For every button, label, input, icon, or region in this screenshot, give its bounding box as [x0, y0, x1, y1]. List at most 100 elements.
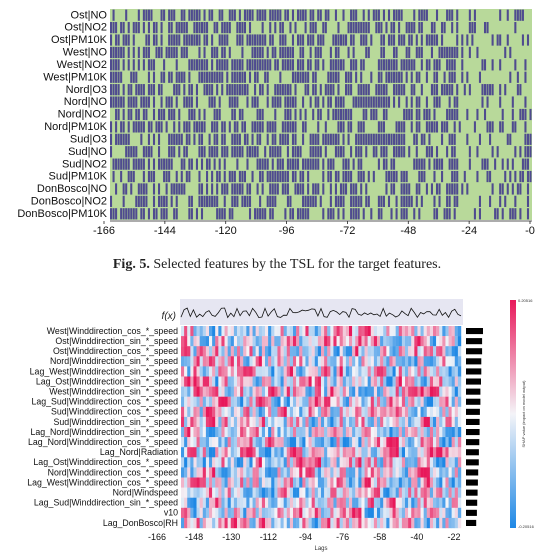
selected-cell	[524, 72, 526, 83]
selected-cell	[406, 196, 408, 207]
shap-cell	[268, 488, 271, 498]
selected-cell	[439, 59, 441, 70]
selected-cell	[234, 109, 236, 120]
selected-cell	[393, 72, 395, 83]
selected-cell	[330, 59, 332, 70]
shap-cell	[393, 508, 396, 518]
selected-cell	[497, 208, 499, 219]
shap-cell	[399, 437, 402, 447]
shap-cell	[445, 427, 448, 437]
selected-cell	[401, 10, 403, 21]
shap-cell	[246, 498, 249, 508]
selected-cell	[168, 134, 170, 145]
shap-cell	[365, 488, 368, 498]
selected-cell	[135, 146, 137, 157]
selected-cell	[239, 84, 241, 95]
selected-cell	[249, 146, 251, 157]
selected-cell	[204, 196, 206, 207]
shap-cell	[209, 397, 212, 407]
selected-cell	[433, 171, 435, 182]
shap-cell	[402, 336, 405, 346]
selected-cell	[110, 146, 112, 157]
shap-cell	[228, 488, 231, 498]
selected-cell	[198, 146, 200, 157]
shap-cell	[312, 407, 315, 417]
shap-cell	[290, 336, 293, 346]
selected-cell	[499, 34, 501, 45]
selected-cell	[264, 146, 266, 157]
selected-cell	[267, 196, 269, 207]
shap-cell	[318, 467, 321, 477]
shap-cell	[430, 387, 433, 397]
selected-cell	[345, 171, 347, 182]
selected-cell	[454, 196, 456, 207]
selected-cell	[370, 208, 372, 219]
shap-cell	[193, 427, 196, 437]
shap-cell	[355, 447, 358, 457]
selected-cell	[229, 22, 231, 33]
selected-cell	[487, 84, 489, 95]
shap-cell	[262, 437, 265, 447]
shap-cell	[411, 377, 414, 387]
selected-cell	[241, 196, 243, 207]
selected-cell	[396, 59, 398, 70]
shap-cell	[231, 478, 234, 488]
importance-bar	[466, 368, 481, 374]
selected-cell	[446, 208, 448, 219]
shap-cell	[249, 498, 252, 508]
selected-cell	[284, 34, 286, 45]
shap-cell	[371, 518, 374, 528]
shap-cell	[193, 326, 196, 336]
shap-cell	[315, 397, 318, 407]
shap-cell	[206, 387, 209, 397]
selected-cell	[181, 134, 183, 145]
shap-cell	[215, 366, 218, 376]
shap-cell	[414, 326, 417, 336]
shap-cell	[393, 437, 396, 447]
shap-cell	[237, 397, 240, 407]
selected-cell	[176, 208, 178, 219]
shap-cell	[228, 387, 231, 397]
shap-cell	[455, 457, 458, 467]
selected-cell	[229, 96, 231, 107]
shap-cell	[206, 427, 209, 437]
selected-cell	[257, 34, 259, 45]
selected-cell	[456, 171, 458, 182]
selected-cell	[264, 72, 266, 83]
x-tick-label: -40	[410, 532, 423, 542]
shap-cell	[209, 326, 212, 336]
shap-cell	[215, 478, 218, 488]
selected-cell	[171, 196, 173, 207]
selected-cell	[433, 96, 435, 107]
shap-cell	[442, 488, 445, 498]
shap-cell	[377, 417, 380, 427]
selected-cell	[115, 159, 117, 170]
selected-cell	[368, 84, 370, 95]
shap-cell	[393, 356, 396, 366]
selected-cell	[183, 34, 185, 45]
selected-cell	[350, 146, 352, 157]
shap-cell	[215, 336, 218, 346]
selected-cell	[118, 84, 120, 95]
selected-cell	[504, 171, 506, 182]
selected-cell	[214, 121, 216, 132]
shap-cell	[340, 518, 343, 528]
selected-cell	[396, 121, 398, 132]
selected-cell	[234, 121, 236, 132]
shap-cell	[271, 427, 274, 437]
selected-cell	[403, 84, 405, 95]
shap-cell	[274, 427, 277, 437]
row-label: Lag_Nord|Radiation	[100, 447, 178, 457]
shap-cell	[396, 407, 399, 417]
shap-cell	[249, 336, 252, 346]
selected-cell	[426, 183, 428, 194]
row-label: Sud|Winddirection_cos_*_speed	[51, 407, 178, 417]
selected-cell	[418, 72, 420, 83]
selected-cell	[229, 208, 231, 219]
selected-cell	[492, 146, 494, 157]
selected-cell	[145, 146, 147, 157]
shap-cell	[203, 356, 206, 366]
selected-cell	[492, 183, 494, 194]
selected-cell	[408, 183, 410, 194]
selected-cell	[236, 72, 238, 83]
